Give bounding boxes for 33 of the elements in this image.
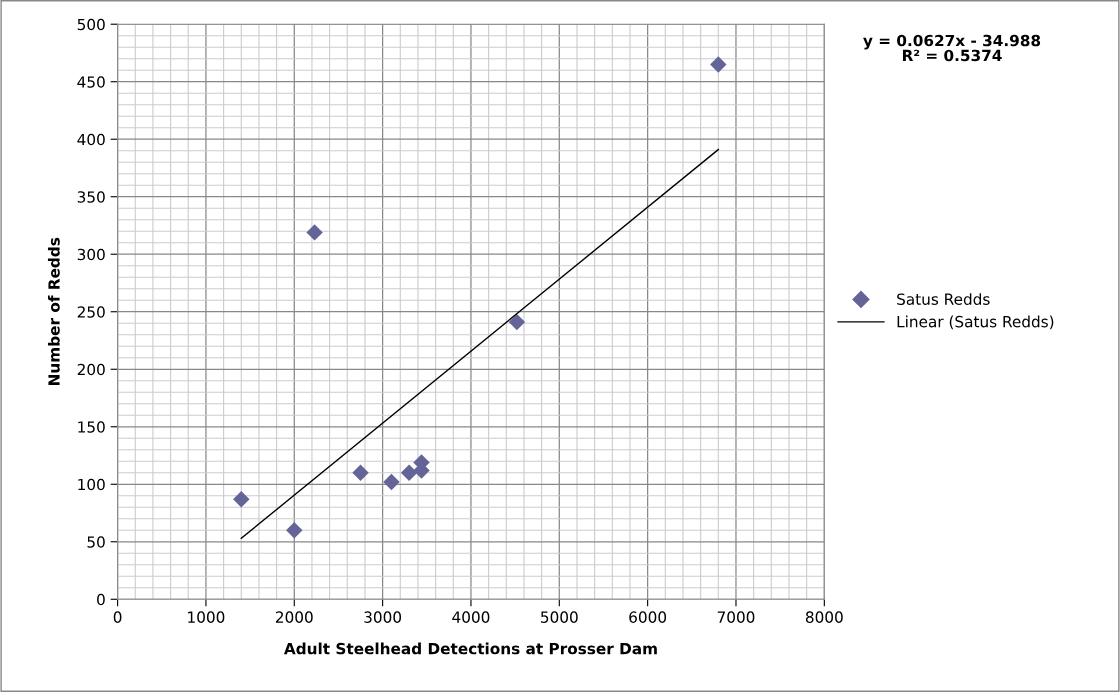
y-tick-label: 300 [77,248,105,261]
x-tick-label: 8000 [805,611,843,623]
point [352,464,369,481]
point [710,56,727,73]
x-tick-label: 1000 [188,611,225,623]
text: y = 0.0627x - 34.988 R² = 0.5374 [863,34,1041,62]
point [306,224,323,241]
y-tick-label: 0 [97,593,105,606]
y-tick-label: 400 [77,133,105,146]
x-tick-label: 6000 [629,611,667,623]
y-tick-label: 500 [77,18,105,31]
legend-label: Linear (Satus Redds) [897,315,1054,330]
y-tick-label: 350 [77,191,105,203]
point [383,473,400,491]
y-axis-title: Number of Redds [47,237,60,385]
x-tick-label: 3000 [364,611,402,623]
y-tick-label: 450 [77,76,105,88]
y-tick-label: 250 [77,306,105,318]
x-tick-label: 4000 [452,611,490,623]
x-axis-title: Adult Steelhead Detections at Prosser Dam [283,642,657,655]
x-tick-label: 7000 [717,611,755,623]
point [286,522,303,539]
point [233,491,250,508]
x-tick-label: 0 [113,611,122,623]
x-tick-label: 5000 [541,611,578,623]
y-tick-label: 150 [78,421,105,433]
y-tick-label: 100 [78,478,105,491]
y-tick-label: 50 [87,536,105,548]
x-tick-label: 2000 [275,611,313,623]
legend-label: Satus Redds [897,293,990,305]
point [400,464,418,481]
point [508,313,526,331]
y-tick-label: 200 [77,363,105,376]
